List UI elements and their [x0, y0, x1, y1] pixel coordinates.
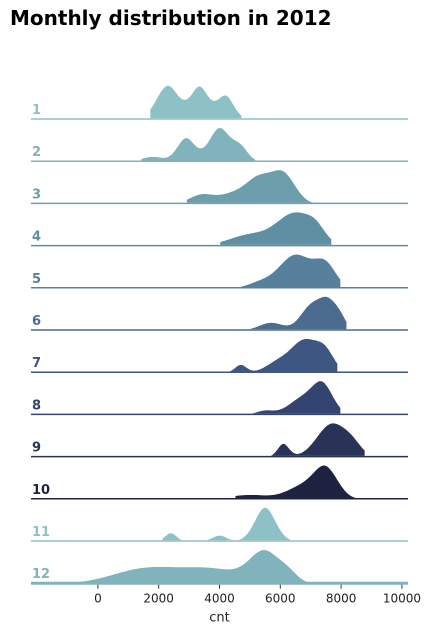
ridge-area-4 — [218, 210, 333, 247]
row-label-10: 10 — [32, 483, 50, 498]
ridge-area-7 — [227, 337, 339, 373]
ridge-3: 3 — [31, 168, 408, 205]
ridge-6: 6 — [31, 295, 408, 331]
row-label-5: 5 — [32, 272, 41, 287]
ridge-8: 8 — [31, 379, 408, 416]
row-label-6: 6 — [32, 314, 41, 329]
ridge-area-1 — [148, 84, 244, 120]
ridge-area-2 — [139, 126, 257, 162]
chart-title: Monthly distribution in 2012 — [10, 6, 332, 30]
ridge-area-6 — [243, 295, 348, 331]
x-tick-label-4000: 4000 — [204, 592, 235, 606]
ridge-10: 10 — [31, 464, 408, 500]
x-tick-label-2000: 2000 — [143, 592, 174, 606]
ridge-area-3 — [185, 168, 355, 205]
row-label-7: 7 — [32, 356, 41, 371]
row-label-12: 12 — [32, 567, 50, 582]
ridge-9: 9 — [31, 421, 408, 458]
row-label-9: 9 — [32, 441, 41, 456]
ridge-area-11 — [160, 506, 308, 542]
ridge-2: 2 — [31, 126, 408, 162]
x-tick-label-10000: 10000 — [383, 592, 421, 606]
ridge-7: 7 — [31, 337, 408, 373]
ridge-area-9 — [267, 421, 367, 458]
row-label-3: 3 — [32, 187, 41, 202]
x-tick-label-6000: 6000 — [265, 592, 296, 606]
row-label-4: 4 — [32, 230, 41, 245]
ridge-area-8 — [234, 379, 342, 416]
row-label-2: 2 — [32, 145, 41, 160]
ridge-11: 11 — [31, 506, 408, 542]
ridge-area-12 — [31, 548, 408, 584]
ridge-12: 12 — [31, 548, 408, 585]
ridge-5: 5 — [31, 253, 408, 289]
x-tick-label-8000: 8000 — [326, 592, 357, 606]
row-label-1: 1 — [32, 103, 41, 118]
x-tick-label-0: 0 — [94, 592, 102, 606]
x-axis-label: cnt — [209, 611, 229, 626]
ridge-area-10 — [233, 464, 361, 500]
ridge-4: 4 — [31, 210, 408, 247]
row-label-11: 11 — [32, 525, 50, 540]
ridge-1: 1 — [31, 84, 408, 120]
row-label-8: 8 — [32, 398, 41, 413]
ridge-area-5 — [227, 253, 342, 289]
